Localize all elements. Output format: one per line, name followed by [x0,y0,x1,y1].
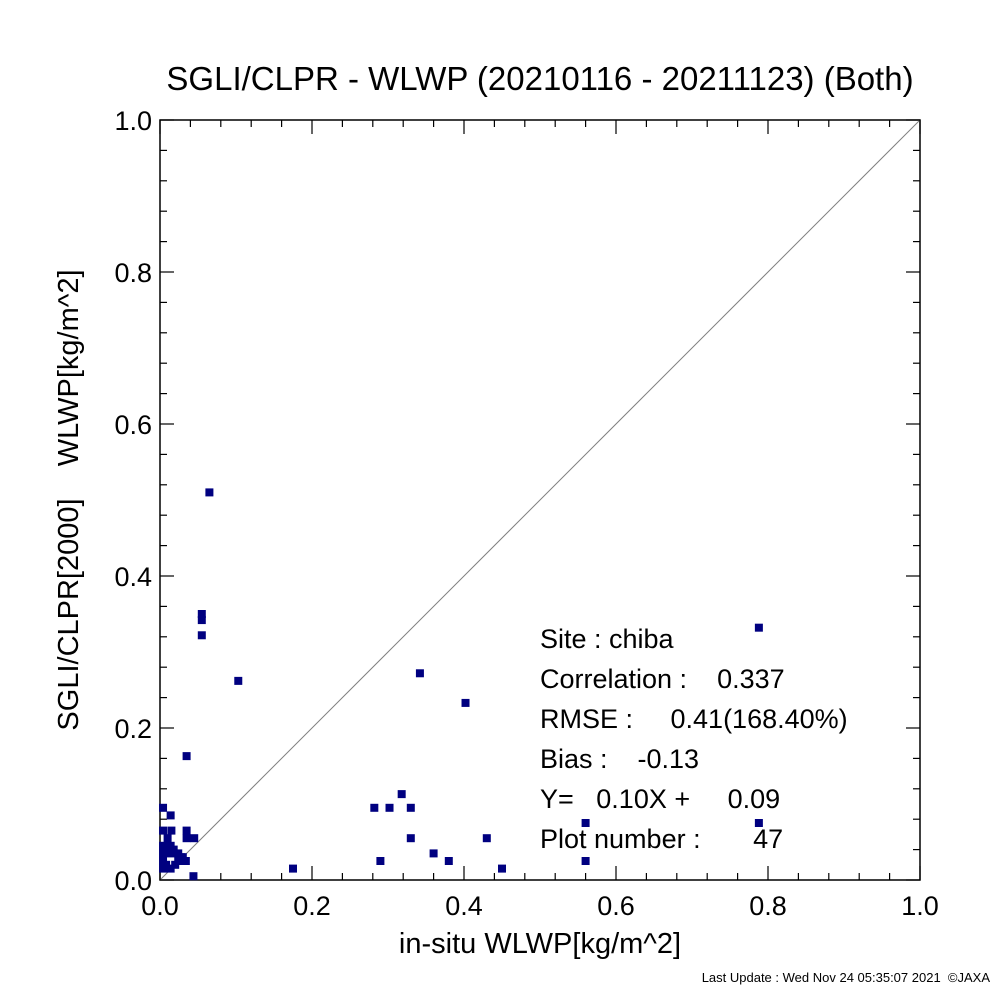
axis-ticks [159,119,921,881]
data-point [159,803,168,812]
data-point [159,849,168,858]
data-point [169,845,178,854]
stats-annotation: Site : chiba Correlation : 0.337 RMSE : … [540,624,848,854]
data-point [182,826,191,835]
x-tick-label: 0.4 [445,891,483,921]
data-point [181,857,190,865]
stat-regression: Y= 0.10X + 0.09 [540,784,780,814]
x-tick-label: 0.2 [293,891,331,921]
plot-frame [159,119,921,881]
data-point [397,790,406,799]
data-point [182,834,191,843]
x-axis-label: in-situ WLWP[kg/m^2] [399,928,681,960]
chart-title: SGLI/CLPR - WLWP (20210116 - 20211123) (… [166,60,913,97]
data-point [498,864,506,873]
data-point [189,872,198,881]
data-point [289,864,297,873]
data-point [429,849,438,858]
data-point [190,834,199,843]
data-point [482,834,491,843]
data-point [385,803,394,812]
y-tick-label: 0.0 [114,866,152,896]
stat-site: Site : chiba [540,624,675,654]
y-tick-label: 1.0 [114,106,152,136]
data-point [177,853,186,862]
data-point [166,811,175,820]
data-point [159,841,168,850]
y-tick-label: 0.6 [114,410,152,440]
data-points [159,488,763,881]
data-point [581,857,590,865]
x-tick-labels: 0.0 0.2 0.4 0.6 0.8 1.0 [141,891,939,921]
data-point [754,819,763,827]
data-point [406,803,415,812]
data-point [197,631,206,640]
y-tick-label: 0.8 [114,258,152,288]
x-tick-label: 1.0 [901,891,939,921]
data-point [461,698,470,707]
footer-last-update: Last Update : Wed Nov 24 05:35:07 2021 ©… [702,970,991,985]
data-point [162,860,171,869]
y-tick-label: 0.4 [114,562,152,592]
x-tick-label: 0.0 [141,891,179,921]
stat-plot-number: Plot number : 47 [540,824,783,854]
data-point [234,676,243,685]
data-point [581,819,590,827]
x-tick-label: 0.6 [597,891,635,921]
data-point [197,616,206,625]
stat-correlation: Correlation : 0.337 [540,664,785,694]
data-point [444,857,453,865]
data-point [167,826,176,835]
data-point [370,803,379,812]
one-to-one-line [159,119,921,881]
data-point [166,864,175,873]
data-point [754,623,763,632]
data-point [182,752,191,761]
data-point [171,860,180,869]
data-point [376,857,385,865]
data-point [197,610,206,618]
y-axis-label: SGLI/CLPR[2000] WLWP[kg/m^2] [53,269,85,730]
stat-bias: Bias : -0.13 [540,744,699,774]
data-point [406,834,415,843]
y-tick-labels: 0.0 0.2 0.4 0.6 0.8 1.0 [114,106,152,896]
data-point [163,834,172,843]
x-tick-label: 0.8 [749,891,787,921]
y-tick-label: 0.2 [114,714,152,744]
data-point [159,826,168,835]
data-point [205,488,214,497]
stat-rmse: RMSE : 0.41(168.40%) [540,704,848,734]
data-point [415,669,424,678]
